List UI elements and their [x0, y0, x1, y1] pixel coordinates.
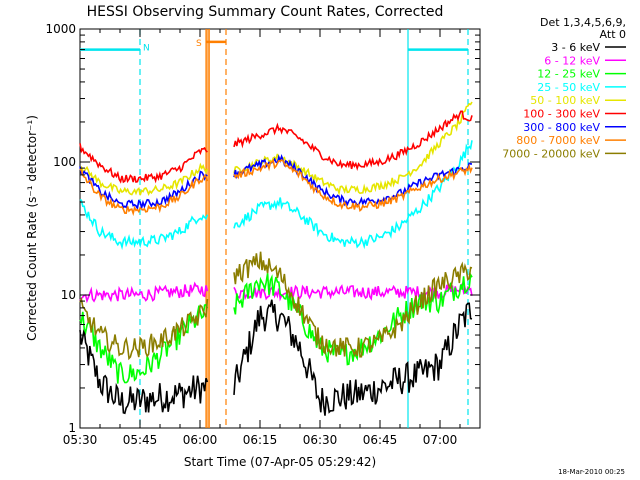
series-line-5 [233, 110, 473, 171]
legend-entry-label: 7000 - 20000 keV [502, 147, 600, 160]
x-tick-label: 06:00 [183, 433, 218, 447]
x-tick-label: 06:15 [243, 433, 278, 447]
timestamp: 18-Mar-2010 00:25 [558, 468, 625, 476]
series-line-7 [233, 158, 473, 213]
series-line-3 [233, 140, 473, 250]
x-tick-label: 07:00 [423, 433, 458, 447]
legend-entry-label: 12 - 25 keV [537, 68, 600, 81]
series-line-1 [79, 281, 209, 304]
legend-header-line: Det 1,3,4,5,6,9, [540, 16, 626, 29]
series-line-8 [233, 251, 473, 358]
north-flag-label: N [143, 44, 150, 54]
legend-entry-label: 3 - 6 keV [551, 41, 600, 54]
legend-entry-label: 6 - 12 keV [544, 54, 600, 67]
series-line-4 [233, 101, 473, 196]
y-tick-label: 1 [68, 421, 76, 435]
series-line-0 [79, 329, 209, 415]
y-tick-label: 100 [53, 155, 76, 169]
x-tick-label: 06:30 [303, 433, 338, 447]
series-line-2 [233, 272, 473, 366]
legend-entry-label: 50 - 100 keV [530, 94, 600, 107]
saa-interval-band [206, 29, 210, 428]
legend-entry-label: 25 - 50 keV [537, 81, 600, 94]
series-line-6 [79, 166, 208, 211]
legend-entry-label: 100 - 300 keV [523, 108, 600, 121]
chart-title: HESSI Observing Summary Count Rates, Cor… [87, 4, 444, 20]
legend-entry-label: 800 - 7000 keV [516, 134, 600, 147]
series-line-8 [79, 296, 209, 361]
series-line-5 [79, 143, 208, 184]
south-flag-label: S [196, 39, 202, 49]
series-line-0 [233, 299, 473, 416]
series-line-7 [79, 168, 209, 217]
y-tick-label: 1000 [45, 22, 76, 36]
legend-header-line: Att 0 [600, 28, 626, 41]
x-axis-label: Start Time (07-Apr-05 05:29:42) [184, 455, 376, 469]
legend-entry-label: 300 - 800 keV [523, 121, 600, 134]
series-line-3 [79, 198, 209, 251]
series-line-2 [79, 303, 209, 384]
y-tick-label: 10 [61, 288, 76, 302]
x-tick-label: 06:45 [363, 433, 398, 447]
x-tick-label: 05:30 [63, 433, 98, 447]
x-tick-label: 05:45 [123, 433, 158, 447]
y-axis-label: Corrected Count Rate (s⁻¹ detector⁻¹) [25, 115, 39, 341]
series-line-4 [79, 162, 209, 196]
